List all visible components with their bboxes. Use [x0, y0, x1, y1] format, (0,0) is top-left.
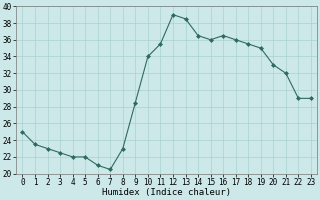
X-axis label: Humidex (Indice chaleur): Humidex (Indice chaleur) — [102, 188, 231, 197]
